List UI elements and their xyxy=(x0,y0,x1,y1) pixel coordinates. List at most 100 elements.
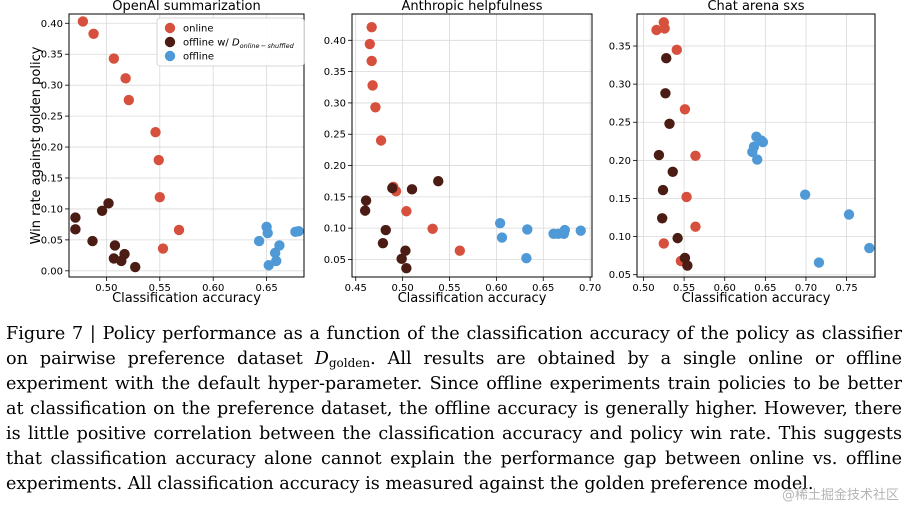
x-axis-label: Classification accuracy xyxy=(682,291,831,306)
data-point-online xyxy=(367,80,378,91)
data-point-offline xyxy=(494,217,506,229)
data-point-offline-shuffled xyxy=(656,213,668,224)
watermark: @稀土掘金技术社区 xyxy=(781,488,899,503)
x-tick-label: 0.50 xyxy=(95,283,117,294)
data-point-offline xyxy=(253,235,265,247)
x-tick-label: 0.60 xyxy=(485,283,507,294)
y-axis-label: Win rate against golden policy xyxy=(29,46,44,244)
plot-frame xyxy=(351,13,593,278)
data-point-online xyxy=(120,73,131,84)
data-point-offline-shuffled xyxy=(433,175,444,187)
data-point-online xyxy=(370,102,381,113)
y-tick-label: 0.40 xyxy=(324,36,346,47)
data-point-offline-shuffled xyxy=(70,212,81,223)
x-tick-label: 0.60 xyxy=(714,283,736,294)
data-point-offline-shuffled xyxy=(653,149,665,161)
data-point-offline-shuffled xyxy=(667,166,678,177)
data-point-offline-shuffled xyxy=(130,261,141,273)
data-point-offline xyxy=(521,253,532,264)
data-point-online xyxy=(427,223,438,234)
data-point-offline-shuffled xyxy=(116,255,127,267)
plot-frame xyxy=(636,13,876,278)
y-tick-label: 0.20 xyxy=(41,143,63,154)
x-axis-label: Classification accuracy xyxy=(398,291,547,306)
y-tick-label: 0.35 xyxy=(609,42,631,53)
data-point-offline-shuffled xyxy=(401,263,412,274)
legend-label: online xyxy=(183,24,214,35)
x-tick-label: 0.60 xyxy=(202,283,224,294)
y-tick-label: 0.40 xyxy=(41,19,63,30)
y-tick-label: 0.10 xyxy=(41,204,63,215)
legend-marker xyxy=(164,50,176,62)
data-point-online xyxy=(454,245,466,256)
data-point-online xyxy=(690,150,701,161)
x-tick-label: 0.55 xyxy=(149,283,171,294)
data-point-offline xyxy=(293,226,304,237)
data-point-offline xyxy=(864,242,875,254)
data-point-offline xyxy=(757,136,769,148)
data-point-offline-shuffled xyxy=(400,245,411,256)
x-tick-label: 0.65 xyxy=(754,283,776,294)
y-tick-label: 0.35 xyxy=(324,67,346,78)
chart-title: Chat arena sxs xyxy=(707,0,804,14)
data-point-offline xyxy=(522,224,533,235)
data-point-offline-shuffled xyxy=(406,184,418,195)
y-tick-label: 0.15 xyxy=(41,173,63,184)
data-point-offline xyxy=(747,146,758,158)
y-tick-label: 0.30 xyxy=(324,98,346,109)
data-point-online xyxy=(651,24,662,36)
dataset-subscript: golden xyxy=(328,356,371,370)
y-tick-label: 0.30 xyxy=(41,81,63,92)
data-point-offline-shuffled xyxy=(96,205,108,216)
y-tick-label: 0.25 xyxy=(324,130,346,141)
x-tick-label: 0.45 xyxy=(345,283,367,294)
x-tick-label: 0.70 xyxy=(795,283,817,294)
data-point-offline-shuffled xyxy=(387,182,398,194)
data-point-offline xyxy=(271,255,282,267)
data-point-online xyxy=(154,191,165,203)
data-point-online xyxy=(364,38,376,50)
legend-box xyxy=(156,17,305,67)
data-point-online xyxy=(375,135,387,146)
x-tick-label: 0.55 xyxy=(438,283,460,294)
legend-marker xyxy=(164,22,176,34)
y-tick-label: 0.05 xyxy=(41,235,63,246)
data-point-online xyxy=(401,206,412,217)
data-point-offline-shuffled xyxy=(396,253,407,265)
y-tick-label: 0.15 xyxy=(609,194,631,205)
data-point-offline-shuffled xyxy=(380,224,391,236)
data-point-online xyxy=(366,21,377,33)
data-point-online xyxy=(659,23,670,34)
data-point-online xyxy=(153,154,164,166)
data-point-online xyxy=(690,221,701,232)
chart-title: Anthropic helpfulness xyxy=(402,0,543,14)
y-tick-label: 0.35 xyxy=(41,50,63,61)
data-point-online xyxy=(173,224,185,236)
data-point-online xyxy=(658,238,670,249)
y-tick-label: 0.10 xyxy=(609,232,631,243)
data-point-offline xyxy=(496,232,508,243)
data-point-online xyxy=(88,28,99,40)
data-point-offline-shuffled xyxy=(682,260,693,271)
data-point-offline xyxy=(262,227,273,239)
y-tick-label: 0.15 xyxy=(324,192,346,203)
x-tick-label: 0.55 xyxy=(673,283,695,294)
plot-frame xyxy=(68,13,305,278)
data-point-offline-shuffled xyxy=(70,224,81,235)
dataset-symbol: D xyxy=(314,349,329,369)
data-point-offline-shuffled xyxy=(109,240,121,251)
data-point-online xyxy=(150,126,161,138)
caption-text-1: Policy performance as a function of the … xyxy=(6,324,903,369)
chart-title: OpenAI summarization xyxy=(112,0,261,14)
data-point-offline xyxy=(799,189,811,200)
caption-text-2: . All results are obtained by a single o… xyxy=(6,349,903,494)
data-point-offline-shuffled xyxy=(661,53,672,64)
x-tick-label: 0.65 xyxy=(532,283,554,294)
data-point-online xyxy=(108,53,120,64)
x-tick-label: 0.75 xyxy=(835,283,857,294)
data-point-online xyxy=(157,243,169,254)
data-point-online xyxy=(671,44,683,56)
data-point-online xyxy=(679,104,691,115)
chart-panel-2: 0.45 0.50 0.55 0.60 0.65 0.70 0.05 0.10 0.15 0.20… xyxy=(324,0,602,306)
